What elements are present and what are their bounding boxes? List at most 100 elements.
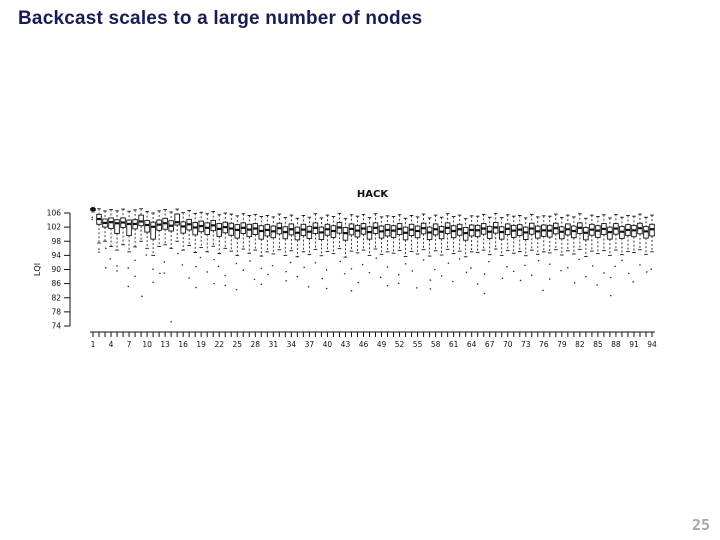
y-tick-label: 78 — [51, 307, 61, 316]
x-tick-label: 49 — [377, 340, 387, 349]
boxplot-node — [444, 213, 451, 264]
outlier-point — [411, 270, 414, 272]
boxplot-node — [144, 211, 150, 256]
boxplot-node — [420, 213, 427, 261]
boxplot-node — [468, 215, 475, 269]
boxplot-node — [408, 215, 415, 272]
outlier-point — [512, 270, 515, 273]
boxplot-node — [366, 217, 373, 274]
outlier-point — [434, 268, 436, 271]
chart-title: HACK — [357, 189, 389, 200]
y-tick-label: 90 — [51, 265, 61, 274]
boxplot-node — [270, 216, 277, 267]
x-tick-label: 85 — [593, 340, 603, 349]
outlier-point — [224, 284, 227, 287]
boxplots — [90, 206, 655, 323]
boxplot-node — [204, 213, 210, 273]
boxplot-node — [300, 215, 307, 269]
outlier-point — [98, 248, 100, 250]
outlier-point — [217, 265, 220, 268]
outlier-point — [429, 279, 432, 281]
boxplot-node — [601, 214, 607, 274]
boxplot-node — [396, 214, 403, 285]
boxplot-node — [450, 216, 457, 283]
boxplot-node — [607, 217, 613, 297]
boxplot-node — [306, 216, 313, 288]
x-axis — [90, 331, 655, 337]
x-tick-label: 67 — [485, 340, 495, 349]
boxplot-node — [649, 214, 655, 270]
outlier-point — [321, 277, 324, 280]
outlier-point — [542, 289, 544, 292]
boxplot-chart-svg: HACK 74 78 82 86 90 94 98 102 106 LQI 1 4 7 10 13 16 19 22… — [33, 189, 657, 349]
boxplot-node — [198, 211, 204, 259]
outlier-point — [127, 267, 130, 269]
outlier-point — [603, 272, 605, 274]
x-tick-label: 10 — [142, 340, 152, 349]
outlier-point — [404, 263, 407, 265]
boxplot-node — [643, 216, 649, 273]
boxplot-node — [288, 214, 295, 264]
outlier-point — [260, 283, 263, 286]
boxplot-node — [150, 212, 156, 284]
outlier-point — [188, 277, 190, 279]
outlier-point — [483, 273, 486, 275]
x-tick-label: 43 — [341, 340, 351, 349]
boxplot-node — [318, 217, 325, 280]
boxplot-node — [114, 210, 120, 272]
boxplot-node — [336, 212, 343, 263]
boxplot-node — [523, 217, 529, 267]
x-tick-label: 70 — [503, 340, 513, 349]
x-tick-label: 28 — [251, 340, 261, 349]
outlier-point — [470, 267, 472, 269]
boxplot-node — [294, 217, 301, 278]
outlier-point — [501, 277, 504, 280]
page-number: 25 — [691, 516, 710, 534]
boxplot-node — [246, 215, 253, 262]
x-tick-label: 58 — [431, 340, 441, 349]
outlier-point — [242, 269, 245, 272]
boxplot-node — [264, 215, 271, 276]
boxplot-node — [498, 217, 505, 280]
outlier-point — [159, 272, 161, 275]
outlier-point — [488, 260, 490, 263]
outlier-point — [109, 258, 112, 260]
x-tick-label: 76 — [539, 340, 549, 349]
outlier-point — [91, 216, 93, 219]
outlier-point — [91, 218, 93, 221]
boxplot-node — [210, 211, 216, 285]
boxplot-chart: HACK 74 78 82 86 90 94 98 102 106 LQI 1 4 7 10 13 16 19 22… — [30, 186, 690, 356]
boxplot-node — [480, 213, 487, 295]
outlier-point — [386, 284, 389, 287]
outlier-point — [458, 258, 461, 260]
boxplot-node — [535, 216, 541, 262]
x-tick-label: 4 — [109, 340, 114, 349]
x-tick-label: 46 — [359, 340, 369, 349]
boxplot-node — [529, 213, 535, 276]
outlier-point — [386, 266, 389, 268]
outlier-point — [524, 264, 526, 267]
x-tick-label: 79 — [557, 340, 567, 349]
x-tick-label: 34 — [287, 340, 297, 349]
outlier-point — [650, 268, 652, 270]
outlier-point — [206, 271, 209, 273]
boxplot-node — [162, 209, 168, 274]
boxplot-node — [330, 216, 337, 255]
x-tick-label: 73 — [521, 340, 531, 349]
boxplot-node — [192, 212, 198, 289]
outlier-point — [519, 279, 522, 282]
outlier-point — [134, 259, 136, 262]
outlier-point — [452, 280, 454, 283]
boxplot-node — [583, 217, 589, 278]
boxplot-node — [456, 214, 463, 260]
boxplot-node — [631, 215, 637, 283]
x-tick-label: 37 — [305, 340, 315, 349]
boxplot-node — [426, 217, 433, 290]
x-tick-label: 1 — [91, 340, 96, 349]
outlier-point — [397, 282, 400, 285]
boxplot-node — [102, 210, 108, 269]
outlier-point — [397, 273, 400, 276]
outlier-point — [213, 258, 215, 261]
outlier-point — [415, 287, 418, 289]
outlier-point — [285, 270, 287, 273]
